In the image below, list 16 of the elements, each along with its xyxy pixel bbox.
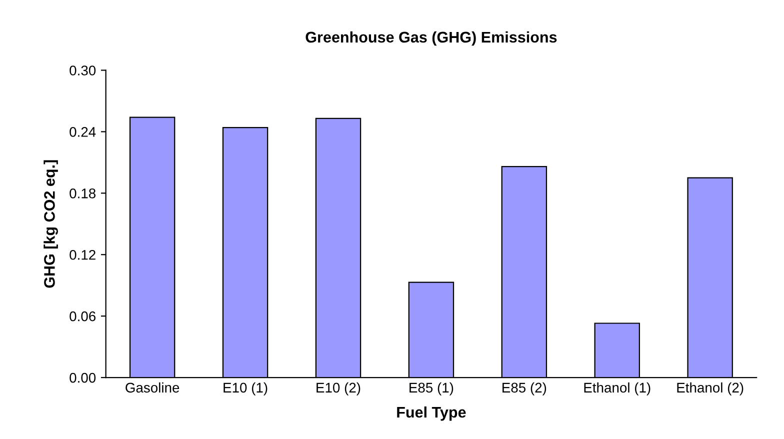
y-tick-label: 0.00 xyxy=(70,372,96,383)
y-tick-label: 0.30 xyxy=(70,66,96,76)
x-axis-title: Fuel Type xyxy=(397,406,466,421)
x-tick-label: E10 (1) xyxy=(224,382,268,396)
y-tick-label: 0.18 xyxy=(70,188,96,198)
x-tick-label: Ethanol (1) xyxy=(584,382,650,396)
y-tick-label: 0.24 xyxy=(70,127,96,137)
x-tick-label: E85 (1) xyxy=(410,382,454,396)
y-axis-title: GHG [kg CO2 eq.] xyxy=(44,160,58,288)
y-tick-label: 0.12 xyxy=(70,250,96,260)
chart-title: Greenhouse Gas (GHG) Emissions xyxy=(306,31,557,46)
x-tick-label: E10 (2) xyxy=(316,382,360,396)
x-tick-label: Gasoline xyxy=(126,382,180,393)
x-tick-label: Ethanol (2) xyxy=(677,382,744,396)
y-tick-label: 0.06 xyxy=(70,311,96,322)
x-tick-label: E85 (2) xyxy=(502,382,546,396)
